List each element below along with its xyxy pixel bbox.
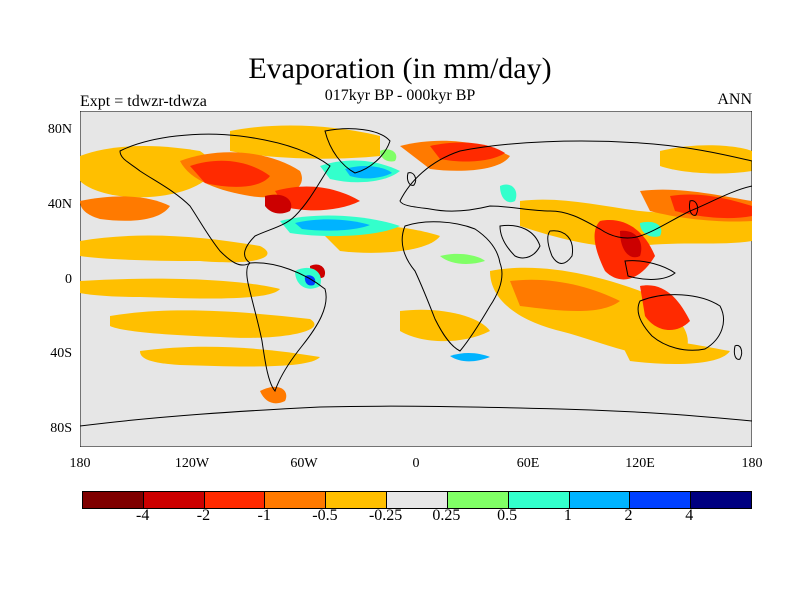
positive-anomaly-regions (280, 149, 662, 362)
colorbar-label: -4 (136, 507, 150, 524)
colorbar-swatch (691, 492, 751, 508)
plot-title: Evaporation (in mm/day) (248, 52, 552, 85)
lon-tick-180w: 180 (69, 456, 91, 471)
colorbar-label: -0.25 (368, 507, 403, 524)
colorbar-swatch (143, 492, 205, 508)
lon-tick-60w: 60W (290, 456, 318, 471)
experiment-label: Expt = tdwzr-tdwza (80, 93, 207, 110)
lat-tick-80n: 80N (47, 122, 72, 137)
colorbar-swatch (326, 492, 388, 508)
lon-tick-60e: 60E (516, 456, 540, 471)
colorbar-swatch (447, 492, 509, 508)
lon-tick-0: 0 (412, 456, 420, 471)
plot-subtitle: 017kyr BP - 000kyr BP (324, 87, 476, 104)
lon-tick-180e: 180 (741, 456, 763, 471)
colorbar-swatch (83, 492, 144, 508)
colorbar-swatch (508, 492, 570, 508)
colorbar-label: 0.25 (432, 507, 461, 524)
lat-tick-40n: 40N (47, 197, 72, 212)
colorbar-label: 2 (624, 507, 633, 524)
coastlines (80, 128, 752, 427)
colorbar-swatch (265, 492, 327, 508)
lat-tick-0: 0 (65, 272, 72, 287)
lat-tick-40s: 40S (50, 346, 72, 361)
lat-tick-80s: 80S (50, 421, 72, 436)
colorbar-swatch (387, 492, 448, 508)
lon-tick-120w: 120W (174, 456, 210, 471)
evaporation-map (80, 111, 752, 447)
lon-tick-120e: 120E (625, 456, 655, 471)
colorbar (82, 491, 752, 509)
colorbar-label: -1 (257, 507, 271, 524)
colorbar-swatch (630, 492, 692, 508)
colorbar-label: 4 (685, 507, 694, 524)
colorbar-label: 0.5 (497, 507, 518, 524)
colorbar-swatch (569, 492, 631, 508)
season-label: ANN (717, 91, 752, 108)
colorbar-label: -0.5 (312, 507, 338, 524)
colorbar-swatch (204, 492, 266, 508)
colorbar-label: 1 (563, 507, 572, 524)
colorbar-label: -2 (196, 507, 211, 524)
